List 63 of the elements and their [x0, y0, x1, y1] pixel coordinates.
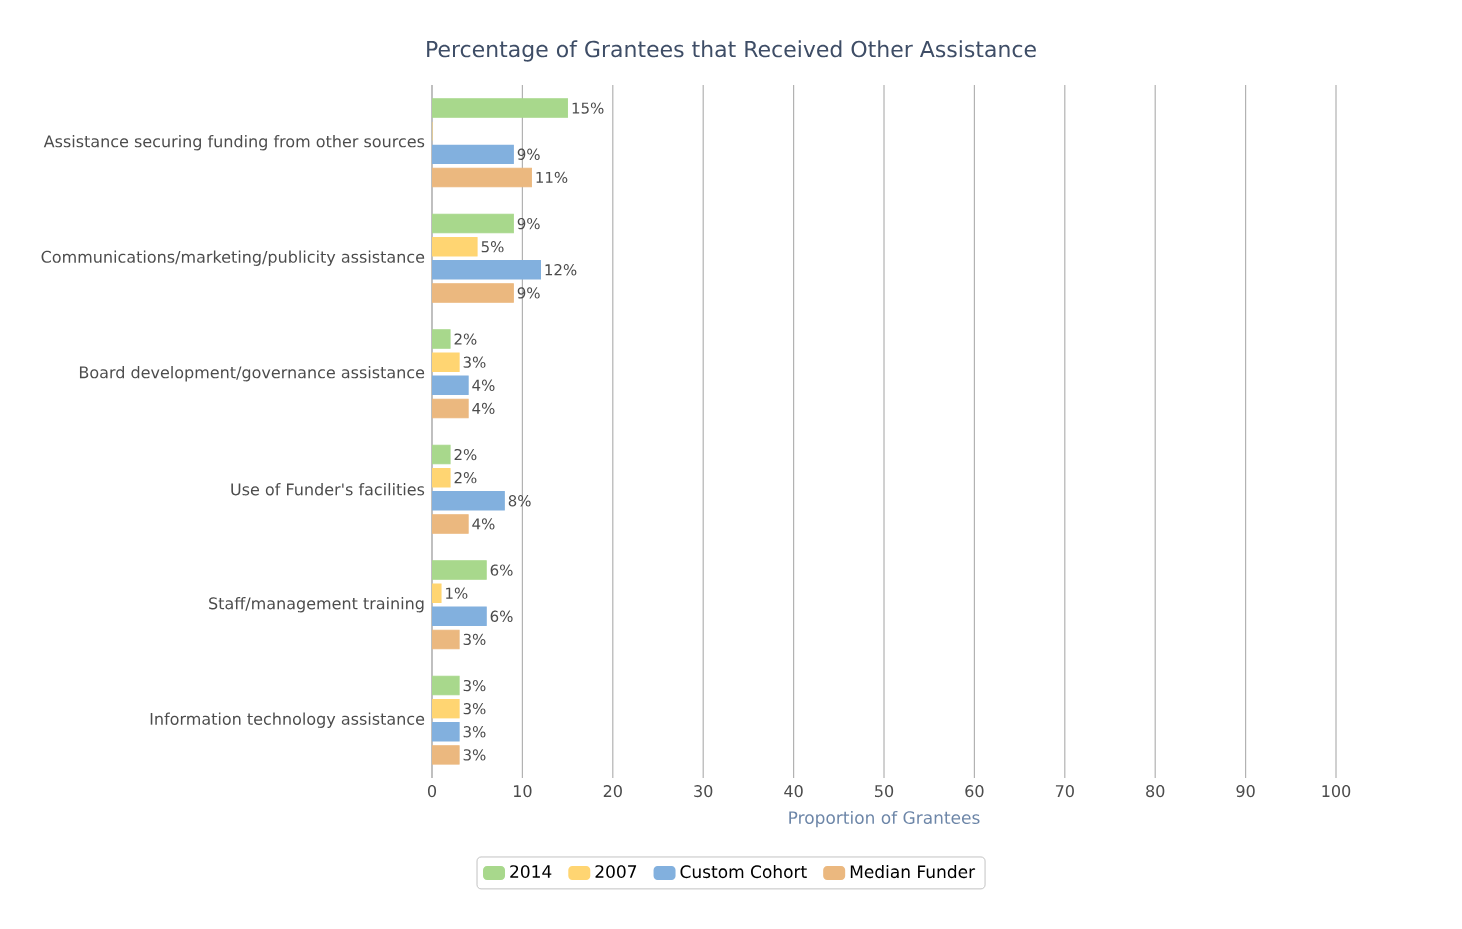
bar [432, 606, 487, 627]
data-label: 2% [454, 472, 477, 484]
data-label: 4% [472, 518, 495, 530]
y-tick-label: Board development/governance assistance [79, 366, 425, 382]
legend-label: Custom Cohort [680, 864, 807, 879]
data-label: 9% [517, 148, 540, 160]
y-tick-label: Communications/marketing/publicity assistance [41, 250, 425, 266]
x-tick-label: 80 [1146, 785, 1165, 798]
bar [432, 722, 460, 742]
x-axis-title: Proportion of Grantees [789, 810, 980, 828]
bar [432, 236, 478, 257]
legend-label: Median Funder [850, 864, 976, 879]
legend-label: 2014 [510, 865, 552, 878]
x-tick-label: 10 [513, 785, 532, 798]
y-tick-label: Use of Funder's facilities [231, 483, 425, 496]
x-tick-label: 30 [694, 785, 713, 798]
data-label: 3% [463, 679, 486, 692]
data-label: 9% [517, 287, 540, 299]
bar [432, 698, 460, 719]
data-label: 2% [454, 333, 477, 345]
legend-label: 2007 [595, 865, 637, 878]
data-label: 2% [454, 448, 477, 461]
y-tick-label: Staff/management training [209, 597, 424, 613]
bar [432, 467, 451, 488]
data-label: 1% [446, 587, 468, 599]
x-tick-label: 50 [875, 785, 894, 798]
bar [432, 352, 460, 372]
data-label: 6% [490, 564, 513, 576]
x-tick-label: 100 [1322, 785, 1351, 798]
bar [432, 260, 541, 280]
bar [432, 629, 460, 650]
bar [432, 283, 514, 303]
bar [432, 167, 532, 188]
data-label: 11% [536, 171, 568, 184]
bar [432, 583, 442, 603]
x-tick-label: 90 [1236, 785, 1255, 798]
y-tick-label: Assistance securing funding from other sources [43, 135, 425, 151]
bar [432, 491, 505, 511]
data-label: 3% [463, 749, 486, 761]
data-label: 3% [463, 703, 486, 715]
data-label: 9% [517, 217, 540, 230]
x-tick-label: 60 [965, 785, 984, 798]
x-tick-label: 70 [1055, 785, 1074, 798]
data-label: 8% [508, 495, 531, 507]
bar [432, 745, 460, 765]
chart-title: Percentage of Grantees that Received Other Assistance [427, 40, 1036, 62]
data-label: 6% [490, 610, 513, 622]
bar [432, 144, 514, 165]
data-label: 3% [463, 633, 486, 646]
data-label: 3% [463, 356, 486, 368]
data-label: 4% [472, 379, 495, 391]
data-label: 3% [463, 726, 486, 738]
data-label: 15% [572, 102, 604, 114]
data-label: 4% [472, 402, 495, 415]
data-label: 5% [481, 241, 504, 253]
x-tick-label: 0 [427, 785, 437, 798]
bar [432, 398, 469, 419]
bar [432, 375, 469, 396]
data-label: 12% [545, 264, 577, 276]
x-tick-label: 40 [784, 785, 803, 798]
y-tick-label: Information technology assistance [150, 712, 425, 728]
bar [432, 514, 469, 534]
x-tick-label: 20 [603, 785, 622, 798]
